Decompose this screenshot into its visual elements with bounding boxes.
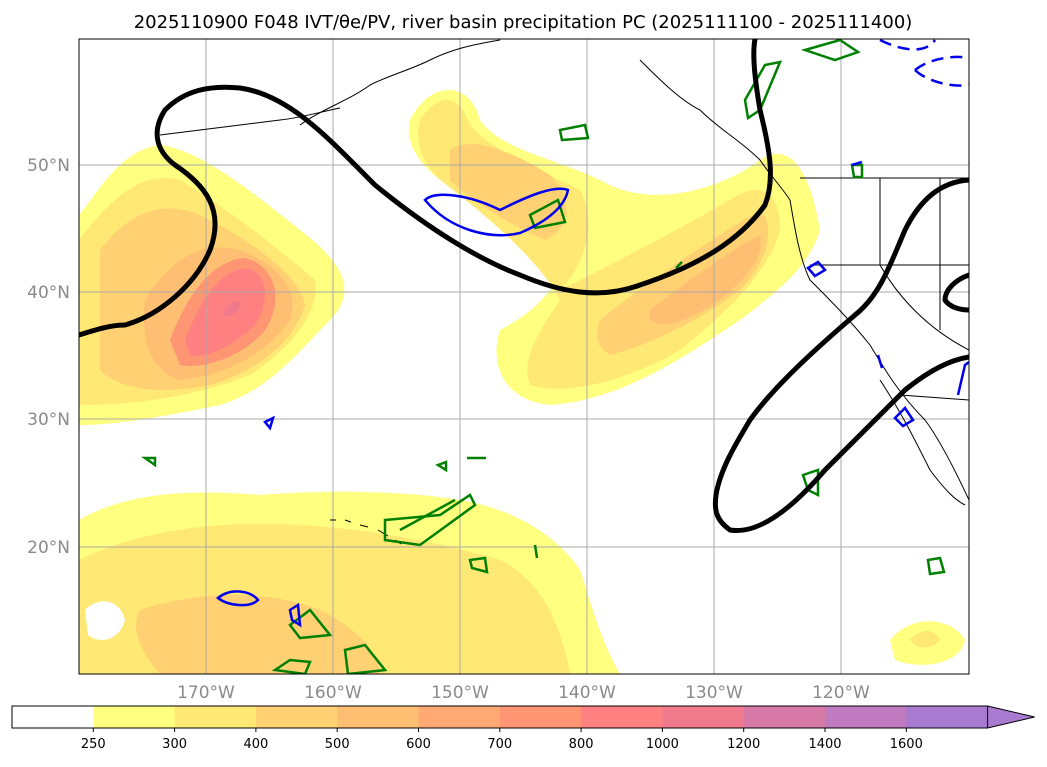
colorbar-segment xyxy=(93,706,176,728)
pv-contour-main xyxy=(79,39,773,338)
pv-contours xyxy=(79,39,969,534)
lon-label: 140°W xyxy=(558,683,616,703)
colorbar-tick-label: 500 xyxy=(325,737,350,752)
lat-label: 30°N xyxy=(27,410,70,430)
colorbar-tick-label: 250 xyxy=(81,737,106,752)
colorbar-segment xyxy=(662,706,745,728)
colorbar: 250 300 400 500 600 700 800 1000 1200 1400 1600 xyxy=(11,705,1035,752)
map-panel xyxy=(79,39,969,674)
lat-label: 20°N xyxy=(27,538,70,558)
colorbar-segment xyxy=(174,706,257,728)
bc-coast xyxy=(639,59,791,201)
colorbar-tick-label: 1400 xyxy=(808,737,841,752)
colorbar-segment xyxy=(418,706,501,728)
colorbar-tick-label: 1000 xyxy=(646,737,679,752)
coastlines xyxy=(159,39,969,545)
pv-contour-east xyxy=(712,177,969,534)
colorbar-segment xyxy=(255,706,338,728)
map-frame xyxy=(78,38,970,675)
ivt-area-south-hole xyxy=(85,601,125,640)
ivt-area-south-3 xyxy=(136,595,380,674)
state-border-2 xyxy=(879,178,969,351)
lon-label: 160°W xyxy=(304,683,362,703)
colorbar-segment xyxy=(906,706,989,728)
longitude-labels: 170°W 160°W 150°W 140°W 130°W 120°W xyxy=(177,683,870,703)
lon-label: 170°W xyxy=(177,683,235,703)
lon-label: 120°W xyxy=(812,683,870,703)
colorbar-tick-label: 300 xyxy=(162,737,187,752)
hawaii-islands xyxy=(330,519,402,545)
lon-label: 150°W xyxy=(431,683,489,703)
colorbar-segment xyxy=(499,706,582,728)
colorbar-segment xyxy=(581,706,663,728)
graticule xyxy=(79,39,969,674)
ivt-area-central-5 xyxy=(650,235,761,324)
theta-e-dashed-arc xyxy=(879,39,969,87)
us-mexico-border xyxy=(899,394,969,401)
ivt-area-central-3 xyxy=(450,144,567,240)
colorbar-tick-label: 700 xyxy=(487,737,512,752)
lat-label: 50°N xyxy=(27,156,70,176)
ivt-area-southeast-2 xyxy=(910,631,940,648)
colorbar-segment xyxy=(743,706,826,728)
ivt-area-west-7 xyxy=(222,300,240,316)
alaska-coast xyxy=(299,39,501,126)
lat-label: 40°N xyxy=(27,283,70,303)
us-west-coast xyxy=(789,199,969,501)
colorbar-tick-label: 1200 xyxy=(727,737,760,752)
lon-label: 130°W xyxy=(685,683,743,703)
colorbar-segment xyxy=(12,706,94,728)
latitude-labels: 50°N 40°N 30°N 20°N xyxy=(27,156,70,558)
pv-contour-small xyxy=(942,272,969,313)
colorbar-segment xyxy=(337,706,419,728)
colorbar-tick-label: 600 xyxy=(406,737,431,752)
colorbar-segment xyxy=(825,706,907,728)
precip-contours xyxy=(141,39,946,674)
figure-title: 2025110900 F048 IVT/θe/PV, river basin p… xyxy=(134,12,913,33)
theta-e-contours xyxy=(216,39,969,628)
colorbar-tick-label: 400 xyxy=(243,737,268,752)
colorbar-tick-label: 1600 xyxy=(890,737,923,752)
theta-e-central-loop xyxy=(423,187,570,237)
colorbar-tick-label: 800 xyxy=(569,737,594,752)
colorbar-extend-arrow xyxy=(987,705,1035,729)
aleutian-chain xyxy=(159,107,341,136)
